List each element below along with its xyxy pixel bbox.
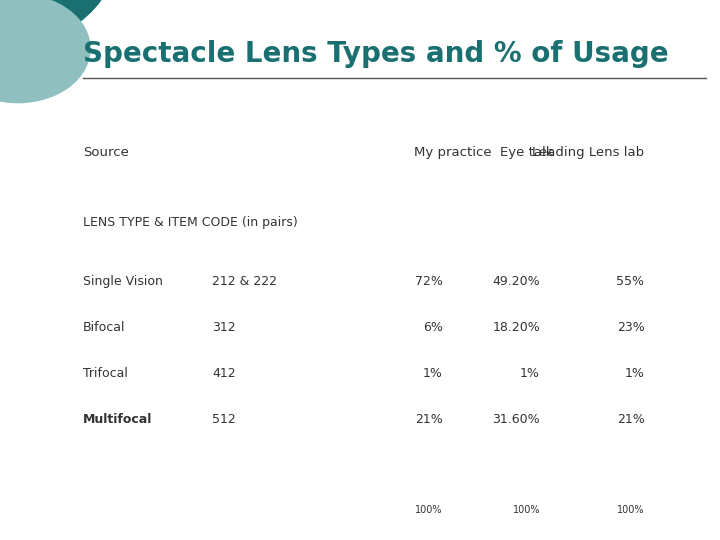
Text: 21%: 21% [616,413,644,426]
Text: 72%: 72% [415,275,443,288]
Text: 100%: 100% [617,505,644,515]
Text: 23%: 23% [616,321,644,334]
Text: Leading Lens lab: Leading Lens lab [532,146,644,159]
Text: 49.20%: 49.20% [492,275,540,288]
Text: Eye talk: Eye talk [500,146,554,159]
Text: 512: 512 [212,413,236,426]
Text: LENS TYPE & ITEM CODE (in pairs): LENS TYPE & ITEM CODE (in pairs) [83,216,297,229]
Text: 1%: 1% [423,367,443,380]
Text: 1%: 1% [520,367,540,380]
Text: 100%: 100% [415,505,443,515]
Text: 212 & 222: 212 & 222 [212,275,277,288]
Text: 55%: 55% [616,275,644,288]
Text: Single Vision: Single Vision [83,275,163,288]
Text: Spectacle Lens Types and % of Usage: Spectacle Lens Types and % of Usage [83,40,668,69]
Text: 1%: 1% [624,367,644,380]
Text: Source: Source [83,146,129,159]
Text: 6%: 6% [423,321,443,334]
Circle shape [0,0,115,49]
Text: 18.20%: 18.20% [492,321,540,334]
Text: 21%: 21% [415,413,443,426]
Text: 31.60%: 31.60% [492,413,540,426]
Text: 312: 312 [212,321,236,334]
Text: 100%: 100% [513,505,540,515]
Circle shape [0,0,90,103]
Text: Trifocal: Trifocal [83,367,127,380]
Text: My practice: My practice [414,146,492,159]
Text: 412: 412 [212,367,236,380]
Text: Bifocal: Bifocal [83,321,125,334]
Text: Multifocal: Multifocal [83,413,152,426]
